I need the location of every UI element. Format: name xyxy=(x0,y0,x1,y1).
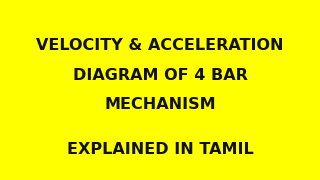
Text: EXPLAINED IN TAMIL: EXPLAINED IN TAMIL xyxy=(67,142,253,157)
Text: VELOCITY & ACCELERATION: VELOCITY & ACCELERATION xyxy=(36,37,284,53)
Text: MECHANISM: MECHANISM xyxy=(104,97,216,112)
Text: DIAGRAM OF 4 BAR: DIAGRAM OF 4 BAR xyxy=(73,68,247,83)
